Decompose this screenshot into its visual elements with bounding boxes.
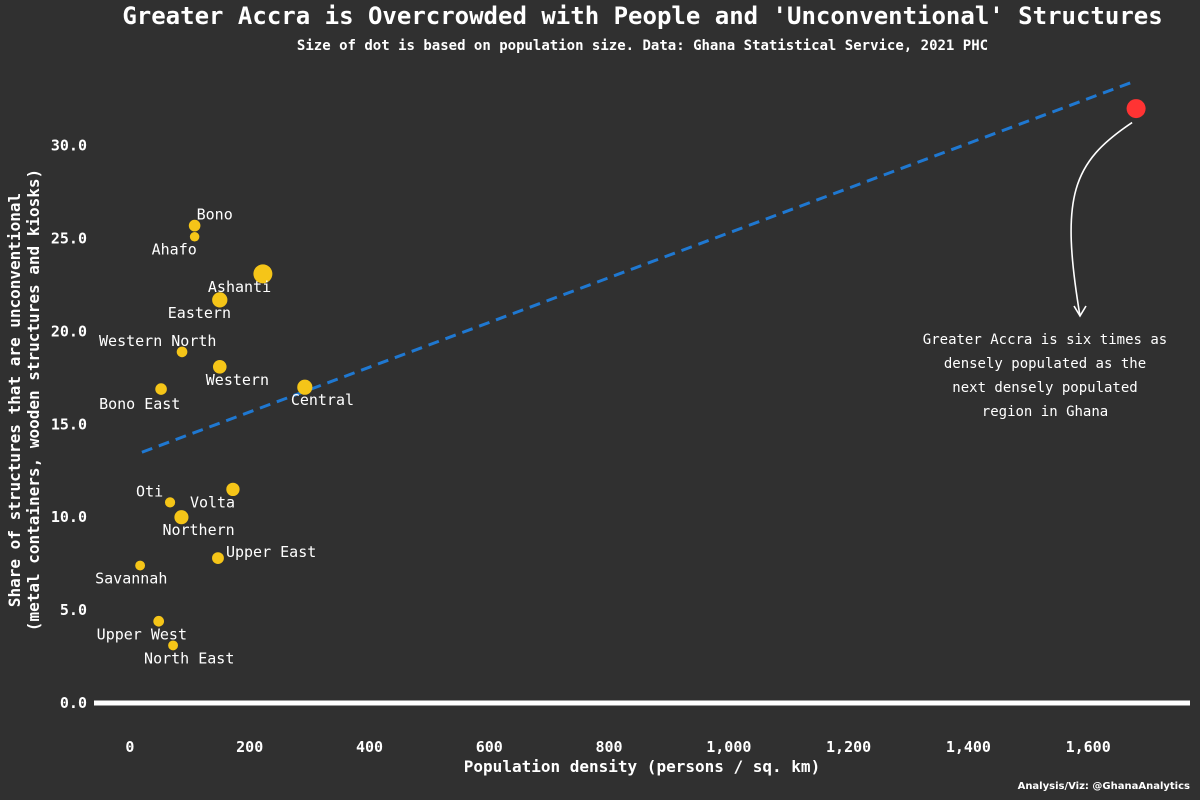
annotation-line: next densely populated xyxy=(952,380,1138,396)
y-tick-label: 10.0 xyxy=(51,508,87,526)
chart-subtitle: Size of dot is based on population size.… xyxy=(296,38,989,54)
y-axis-title: Share of structures that are unconventio… xyxy=(5,169,43,631)
annotation-arrow-head xyxy=(1073,305,1087,318)
x-tick-label: 600 xyxy=(476,738,503,756)
x-tick-label: 200 xyxy=(236,738,263,756)
point-northern xyxy=(174,510,189,525)
point-central xyxy=(297,379,313,395)
x-tick-label: 1,000 xyxy=(706,738,751,756)
label-upper-west: Upper West xyxy=(97,625,187,643)
point-ahafo xyxy=(189,232,200,242)
data-points xyxy=(135,99,1146,651)
label-north-east: North East xyxy=(144,649,234,667)
trend-line xyxy=(141,79,1137,454)
y-tick-label: 0.0 xyxy=(60,694,87,712)
label-northern: Northern xyxy=(162,521,234,539)
y-axis-title-line1: Share of structures that are unconventio… xyxy=(5,193,24,607)
y-tick-label: 20.0 xyxy=(51,322,87,340)
point-savannah xyxy=(135,560,146,571)
point-upper-west xyxy=(153,615,165,627)
label-western: Western xyxy=(206,371,269,389)
point-western-north xyxy=(176,346,188,358)
label-upper-east: Upper East xyxy=(226,543,316,561)
point-north-east xyxy=(168,640,178,651)
label-bono-east: Bono East xyxy=(99,395,180,413)
point-bono-east xyxy=(155,383,167,395)
annotation-text: Greater Accra is six times as densely po… xyxy=(910,328,1180,424)
y-tick-label: 15.0 xyxy=(51,415,87,433)
y-tick-label: 5.0 xyxy=(60,601,87,619)
label-western-north: Western North xyxy=(99,332,216,350)
x-tick-label: 1,600 xyxy=(1066,738,1111,756)
y-tick-label: 30.0 xyxy=(51,137,87,155)
x-axis-title: Population density (persons / sq. km) xyxy=(464,757,820,776)
point-ashanti xyxy=(253,264,273,284)
x-tick-label: 1,200 xyxy=(826,738,871,756)
x-tick-label: 0 xyxy=(125,738,134,756)
point-western xyxy=(212,359,227,374)
label-eastern: Eastern xyxy=(168,304,231,322)
label-ashanti: Ashanti xyxy=(208,278,271,296)
x-tick-label: 400 xyxy=(356,738,383,756)
y-axis-title-line2: (metal containers, wooden structures and… xyxy=(24,169,43,631)
y-axis-ticks: 0.0 5.0 10.0 15.0 20.0 25.0 30.0 xyxy=(51,137,87,712)
point-oti xyxy=(164,497,176,508)
label-savannah: Savannah xyxy=(95,570,167,588)
point-upper-east xyxy=(212,552,224,565)
annotation-line: Greater Accra is six times as xyxy=(922,332,1168,348)
point-eastern xyxy=(212,292,228,308)
annotation-line: densely populated as the xyxy=(943,356,1147,372)
point-bono xyxy=(188,219,201,232)
point-greater-accra xyxy=(1126,99,1146,119)
chart-title: Greater Accra is Overcrowded with People… xyxy=(122,2,1163,30)
x-axis-ticks: 0 200 400 600 800 1,000 1,200 1,400 1,600 xyxy=(125,738,1110,756)
label-oti: Oti xyxy=(136,482,163,500)
label-ahafo: Ahafo xyxy=(152,241,197,259)
point-volta xyxy=(226,482,240,497)
label-bono: Bono xyxy=(197,206,233,224)
annotation-arrow xyxy=(1070,121,1133,317)
y-tick-label: 25.0 xyxy=(51,230,87,248)
label-volta: Volta xyxy=(190,493,235,511)
label-central: Central xyxy=(291,391,354,409)
x-tick-label: 1,400 xyxy=(946,738,991,756)
x-tick-label: 800 xyxy=(596,738,623,756)
annotation-line: region in Ghana xyxy=(981,404,1109,420)
credit-text: Analysis/Viz: @GhanaAnalytics xyxy=(1017,781,1190,792)
